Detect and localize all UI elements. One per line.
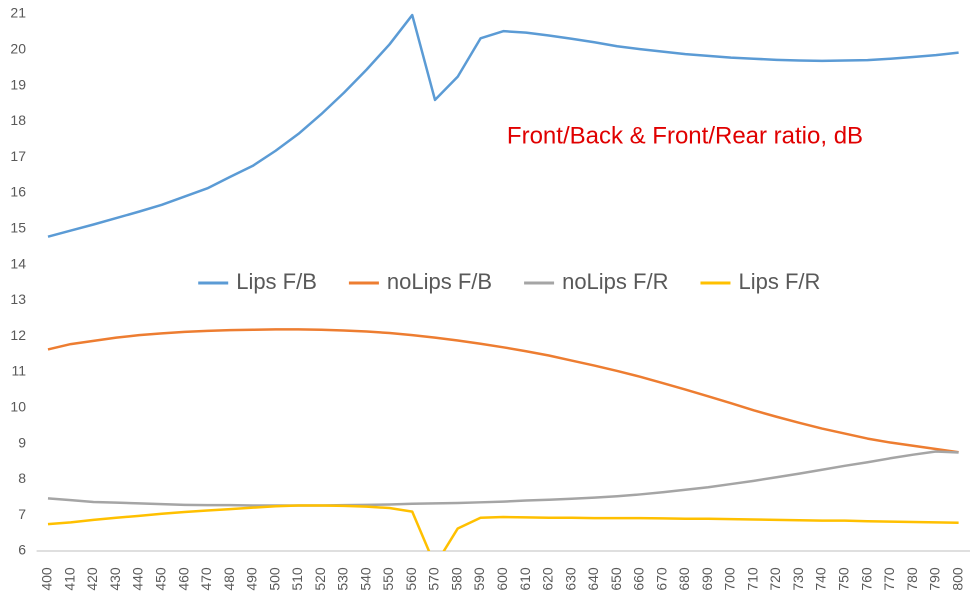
x-tick-label: 600 bbox=[494, 567, 510, 591]
x-tick-label: 770 bbox=[881, 567, 897, 591]
y-tick-label: 19 bbox=[10, 76, 26, 92]
chart-annotation: Front/Back & Front/Rear ratio, dB bbox=[507, 122, 863, 149]
x-tick-label: 560 bbox=[403, 567, 419, 591]
series-line bbox=[47, 328, 959, 454]
legend-label: Lips F/R bbox=[738, 269, 820, 294]
y-tick-label: 7 bbox=[18, 506, 26, 522]
legend-label: Lips F/B bbox=[236, 269, 317, 294]
x-tick-label: 410 bbox=[61, 567, 77, 591]
x-tick-label: 700 bbox=[722, 567, 738, 591]
x-tick-label: 580 bbox=[448, 567, 464, 591]
x-tick-label: 540 bbox=[357, 567, 373, 591]
series-line bbox=[47, 504, 959, 551]
y-tick-label: 16 bbox=[10, 184, 26, 200]
y-tick-label: 6 bbox=[18, 542, 26, 558]
x-tick-label: 730 bbox=[790, 567, 806, 591]
y-tick-label: 17 bbox=[10, 148, 26, 164]
x-tick-label: 800 bbox=[949, 567, 965, 591]
x-tick-label: 470 bbox=[198, 567, 214, 591]
y-tick-label: 21 bbox=[10, 5, 26, 21]
legend-label: noLips F/B bbox=[387, 269, 492, 294]
y-tick-label: 18 bbox=[10, 112, 26, 128]
x-tick-label: 780 bbox=[904, 567, 920, 591]
x-tick-label: 640 bbox=[585, 567, 601, 591]
x-tick-label: 550 bbox=[380, 567, 396, 591]
x-tick-label: 570 bbox=[426, 567, 442, 591]
x-tick-label: 590 bbox=[471, 567, 487, 591]
y-tick-label: 15 bbox=[10, 220, 26, 236]
x-tick-label: 630 bbox=[562, 567, 578, 591]
x-tick-label: 680 bbox=[676, 567, 692, 591]
x-tick-label: 510 bbox=[289, 567, 305, 591]
y-tick-label: 12 bbox=[10, 327, 26, 343]
plot-lines bbox=[47, 13, 959, 551]
x-tick-label: 490 bbox=[244, 567, 260, 591]
x-tick-label: 650 bbox=[608, 567, 624, 591]
series-line bbox=[47, 13, 959, 238]
y-tick-label: 8 bbox=[18, 470, 26, 486]
x-tick-label: 450 bbox=[153, 567, 169, 591]
x-tick-label: 430 bbox=[107, 567, 123, 591]
y-tick-label: 9 bbox=[18, 434, 26, 450]
x-tick-label: 610 bbox=[517, 567, 533, 591]
x-tick-label: 620 bbox=[540, 567, 556, 591]
x-tick-label: 670 bbox=[653, 567, 669, 591]
x-tick-label: 530 bbox=[335, 567, 351, 591]
x-tick-label: 790 bbox=[927, 567, 943, 591]
y-tick-label: 14 bbox=[10, 255, 26, 271]
x-tick-label: 420 bbox=[84, 567, 100, 591]
x-tick-label: 760 bbox=[858, 567, 874, 591]
x-tick-label: 460 bbox=[175, 567, 191, 591]
y-tick-label: 13 bbox=[10, 291, 26, 307]
x-tick-label: 440 bbox=[130, 567, 146, 591]
x-tick-label: 750 bbox=[835, 567, 851, 591]
y-tick-label: 11 bbox=[11, 363, 26, 379]
x-tick-label: 480 bbox=[221, 567, 237, 591]
x-tick-label: 520 bbox=[312, 567, 328, 591]
x-tick-label: 400 bbox=[39, 567, 55, 591]
legend-label: noLips F/R bbox=[562, 269, 668, 294]
x-tick-label: 740 bbox=[813, 567, 829, 591]
y-tick-label: 20 bbox=[10, 41, 26, 57]
x-tick-label: 720 bbox=[767, 567, 783, 591]
x-tick-label: 690 bbox=[699, 567, 715, 591]
series-line bbox=[47, 450, 959, 507]
x-tick-label: 500 bbox=[266, 567, 282, 591]
x-tick-label: 710 bbox=[744, 567, 760, 591]
y-tick-label: 10 bbox=[10, 399, 26, 415]
x-tick-label: 660 bbox=[631, 567, 647, 591]
